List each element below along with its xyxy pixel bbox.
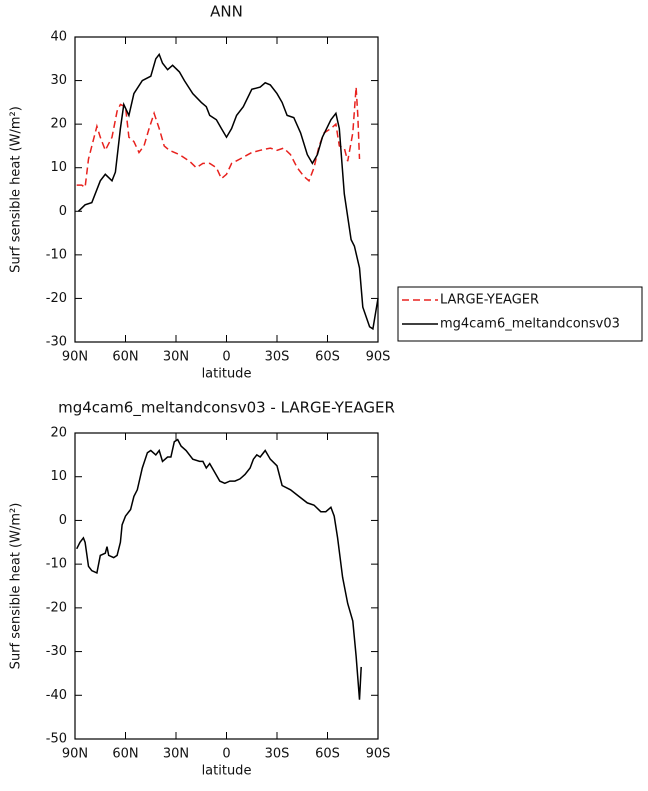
x-tick-label: 30S [265, 350, 290, 365]
x-tick-label: 0 [222, 350, 230, 365]
y-tick-label: -30 [46, 335, 67, 350]
y-axis-label: Surf sensible heat (W/m²) [9, 503, 24, 670]
data-line [76, 87, 361, 189]
x-axis-label: latitude [202, 367, 252, 382]
x-tick-label: 0 [222, 747, 230, 762]
x-tick-label: 30N [163, 747, 189, 762]
y-tick-label: -50 [46, 732, 67, 747]
y-axis-label: Surf sensible heat (W/m²) [9, 106, 24, 273]
x-tick-label: 60S [315, 350, 340, 365]
x-tick-label: 30S [265, 747, 290, 762]
y-tick-label: -30 [46, 644, 67, 659]
legend-label: mg4cam6_meltandconsv03 [440, 317, 620, 332]
chart-title: mg4cam6_meltandconsv03 - LARGE-YEAGER [58, 399, 395, 418]
y-tick-label: 30 [50, 73, 67, 88]
y-tick-label: 0 [59, 204, 67, 219]
y-tick-label: 40 [50, 30, 67, 45]
plot-frame [74, 432, 379, 740]
plot-frame [74, 36, 379, 343]
y-tick-label: -10 [46, 247, 67, 262]
y-tick-label: -20 [46, 291, 67, 306]
y-tick-label: 10 [50, 160, 67, 175]
y-tick-label: -10 [46, 557, 67, 572]
x-tick-label: 60N [112, 747, 138, 762]
y-tick-label: 0 [59, 513, 67, 528]
x-axis-label: latitude [202, 764, 252, 779]
x-tick-label: 90N [62, 350, 88, 365]
data-line [77, 52, 379, 331]
y-tick-label: -20 [46, 600, 67, 615]
y-tick-label: -40 [46, 688, 67, 703]
x-tick-label: 90S [366, 350, 391, 365]
x-tick-label: 60N [112, 350, 138, 365]
y-tick-label: 20 [50, 117, 67, 132]
data-line [76, 438, 362, 700]
legend-label: LARGE-YEAGER [440, 293, 539, 308]
y-tick-label: 10 [50, 469, 67, 484]
x-tick-label: 90N [62, 747, 88, 762]
x-tick-label: 90S [366, 747, 391, 762]
x-tick-label: 30N [163, 350, 189, 365]
chart-title: ANN [210, 3, 243, 21]
x-tick-label: 60S [315, 747, 340, 762]
y-tick-label: 20 [50, 426, 67, 441]
legend-box [397, 286, 643, 342]
